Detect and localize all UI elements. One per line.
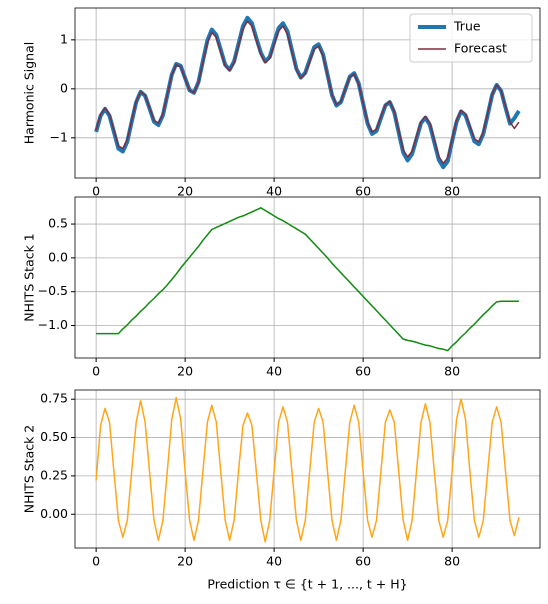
y-tick-label: −1	[50, 129, 68, 144]
y-axis-label: Harmonic Signal	[22, 42, 37, 144]
axes-frame	[74, 196, 541, 359]
y-tick-label: 0.00	[40, 506, 68, 521]
line-series	[95, 396, 520, 543]
y-tick-label: 0.50	[40, 429, 68, 444]
y-tick-label: 0.25	[40, 467, 68, 482]
legend-label: True	[453, 19, 481, 34]
x-tick-label: 0	[92, 364, 100, 379]
y-tick-label: 0.0	[48, 249, 68, 264]
x-tick-label: 80	[444, 364, 460, 379]
x-tick-label: 40	[266, 184, 282, 199]
y-tick-label: −0.5	[38, 283, 68, 298]
y-axis-label: NHITS Stack 2	[22, 425, 37, 514]
x-tick-label: 40	[266, 554, 282, 569]
x-tick-label: 60	[355, 554, 371, 569]
y-axis-label: NHITS Stack 1	[22, 233, 37, 322]
x-tick-label: 20	[177, 184, 193, 199]
x-tick-label: 0	[92, 184, 100, 199]
y-tick-label: 0	[60, 80, 68, 95]
y-tick-label: 0.5	[48, 216, 68, 231]
x-axis-label: Prediction τ ∈ {t + 1, ..., t + H}	[207, 577, 407, 592]
line-series	[95, 20, 520, 165]
y-tick-label: 0.75	[40, 391, 68, 406]
y-tick-label: 1	[60, 31, 68, 46]
axes-frame	[74, 389, 541, 549]
axes-frame	[74, 7, 541, 179]
x-tick-label: 20	[177, 364, 193, 379]
legend-label: Forecast	[454, 41, 507, 56]
x-tick-label: 80	[444, 184, 460, 199]
x-tick-label: 20	[177, 554, 193, 569]
line-series	[96, 207, 519, 352]
x-tick-label: 0	[92, 554, 100, 569]
x-tick-label: 60	[355, 184, 371, 199]
y-tick-label: −1.0	[38, 317, 68, 332]
x-tick-label: 80	[444, 554, 460, 569]
x-tick-label: 60	[355, 364, 371, 379]
x-tick-label: 40	[266, 364, 282, 379]
